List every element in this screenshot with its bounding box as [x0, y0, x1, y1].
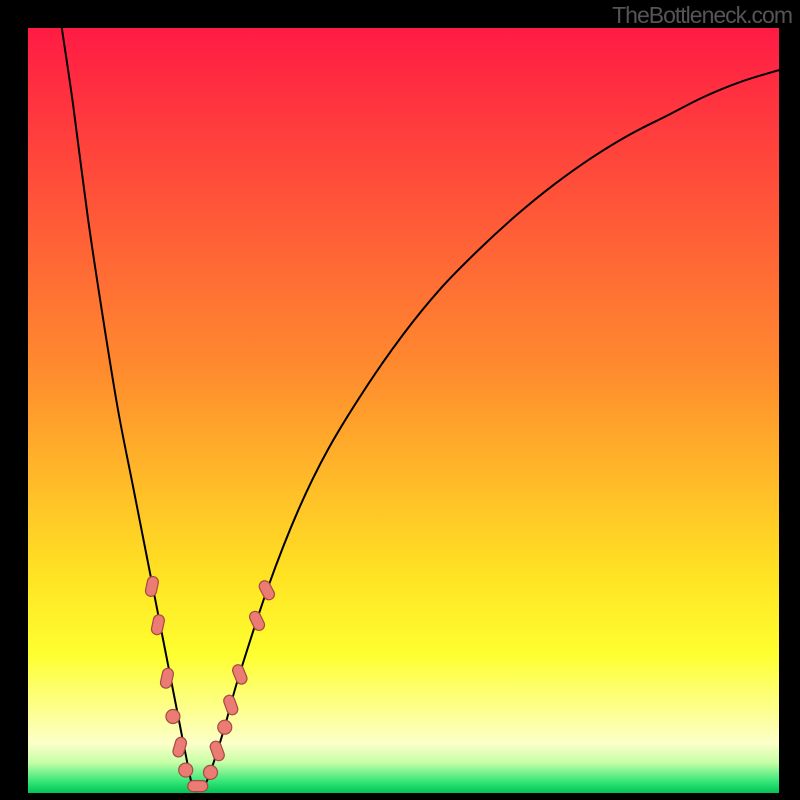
- watermark-text: TheBottleneck.com: [612, 2, 792, 29]
- marker: [203, 765, 217, 779]
- chart-plot-area: [28, 28, 779, 793]
- marker: [218, 720, 232, 734]
- chart-background: [28, 28, 779, 793]
- marker: [179, 763, 193, 777]
- marker: [166, 710, 180, 724]
- chart-svg: [28, 28, 779, 793]
- marker: [188, 781, 208, 792]
